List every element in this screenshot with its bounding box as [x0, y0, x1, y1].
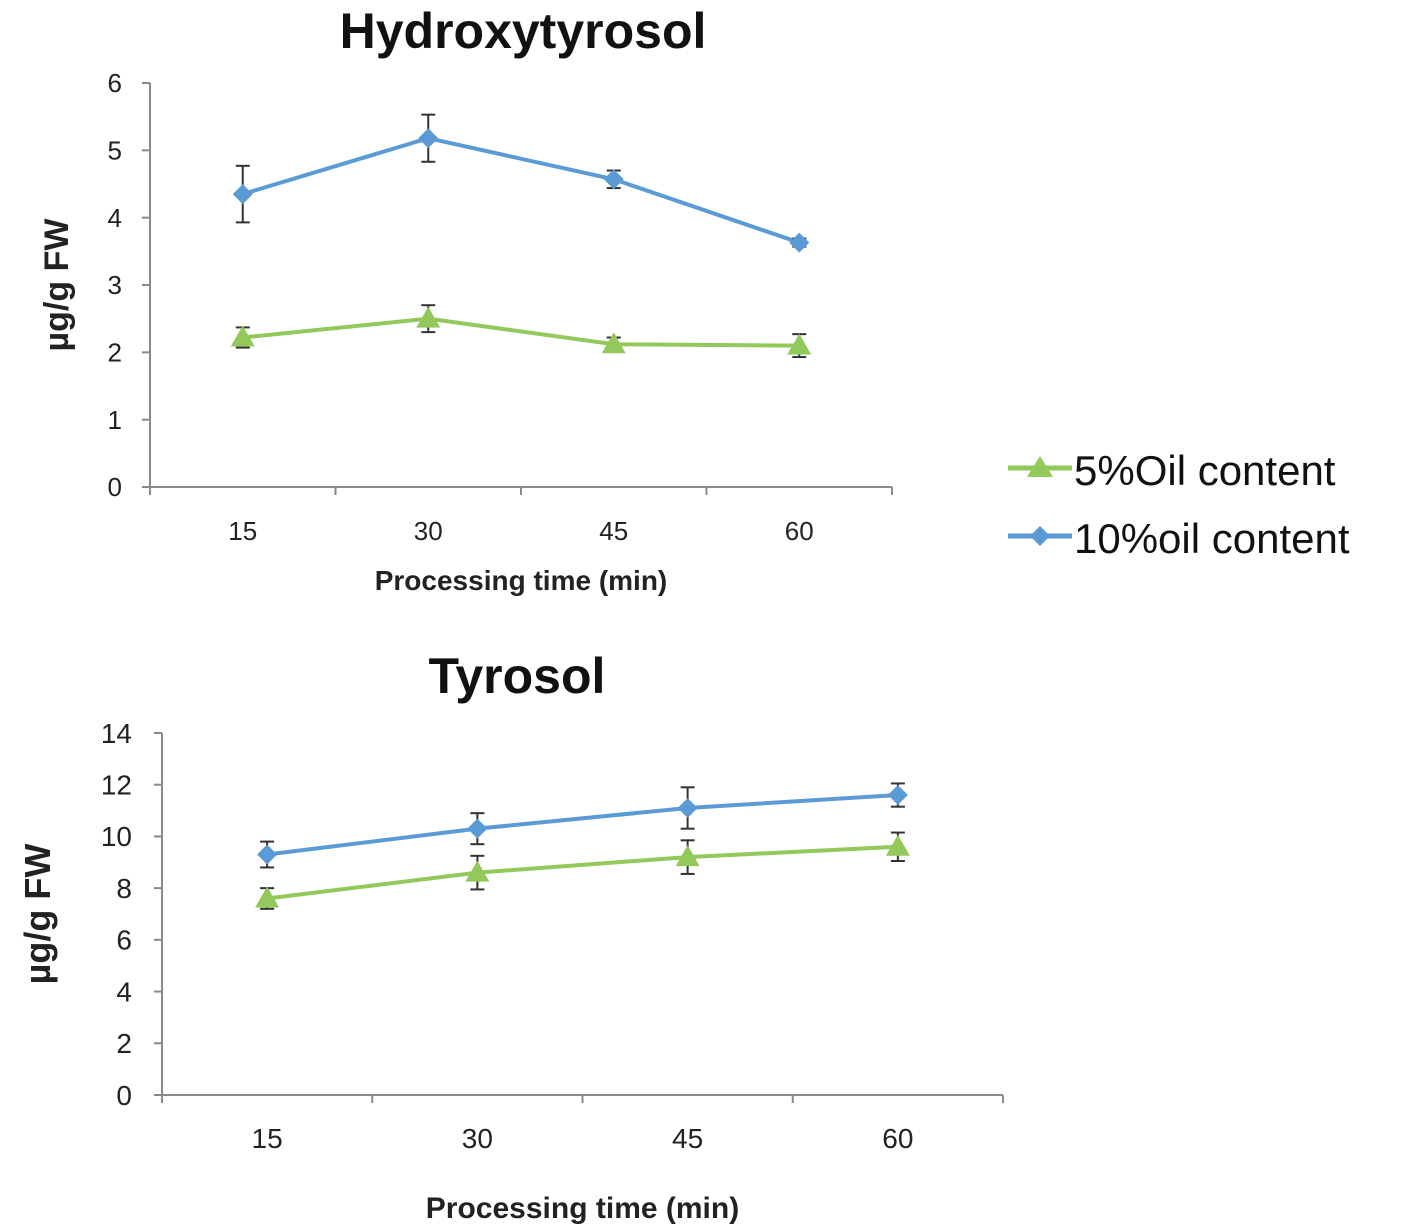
x-tick-label: 30 [462, 1123, 493, 1154]
series-line [242, 316, 800, 348]
legend: 5%Oil content 10%oil content [1008, 447, 1350, 562]
chart-tyrosol: Tyrosol 0 2 4 6 8 10 12 14 15 30 45 60 Processing tim… [17, 648, 1004, 1225]
y-tick-label: 4 [108, 203, 122, 233]
y-tick-label: 1 [108, 405, 122, 435]
y-tick-label: 3 [108, 270, 122, 300]
triangle-marker-icon [1027, 456, 1053, 477]
legend-label: 5%Oil content [1074, 447, 1336, 494]
x-tick-label: 60 [785, 516, 814, 546]
y-tick-label: 2 [116, 1028, 132, 1059]
data-point-triangle [787, 333, 812, 355]
y-tick-label: 0 [116, 1080, 132, 1111]
y-tick-label: 6 [108, 68, 122, 98]
chart-title: Hydroxytyrosol [340, 3, 707, 59]
series-line [266, 844, 898, 901]
x-tick-label: 45 [672, 1123, 703, 1154]
data-point-triangle [675, 845, 700, 867]
data-point-diamond [603, 169, 624, 190]
x-tick-label: 60 [882, 1123, 913, 1154]
series-line [242, 136, 800, 245]
data-point-diamond [467, 818, 488, 839]
y-tick-label: 5 [108, 135, 122, 165]
data-point-triangle [601, 332, 626, 354]
series-line [266, 793, 898, 857]
data-point-diamond [887, 785, 908, 806]
y-tick-label: 0 [108, 472, 122, 502]
data-point-triangle [416, 306, 441, 328]
y-tick-label: 10 [101, 821, 132, 852]
y-axis-label: µg/g FW [17, 844, 58, 985]
data-point-diamond [677, 797, 698, 818]
x-tick-label: 30 [414, 516, 443, 546]
y-axis-label: µg/g FW [38, 218, 76, 352]
legend-item-10-oil: 10%oil content [1008, 515, 1350, 562]
x-axis-label: Processing time (min) [375, 565, 668, 596]
data-point-triangle [885, 834, 910, 856]
y-tick-label: 6 [116, 925, 132, 956]
x-tick-label: 15 [252, 1123, 283, 1154]
y-tick-label: 8 [116, 873, 132, 904]
data-point-diamond [789, 232, 810, 253]
data-point-diamond [232, 184, 253, 205]
x-tick-label: 45 [599, 516, 628, 546]
data-point-triangle [465, 860, 490, 882]
diamond-marker-icon [1030, 526, 1050, 546]
y-tick-label: 2 [108, 337, 122, 367]
data-point-diamond [418, 128, 439, 149]
x-axis-label: Processing time (min) [426, 1192, 739, 1225]
data-point-triangle [230, 325, 255, 347]
y-tick-label: 4 [116, 976, 132, 1007]
y-tick-label: 12 [101, 770, 132, 801]
legend-item-5-oil: 5%Oil content [1008, 447, 1336, 494]
data-point-diamond [257, 844, 278, 865]
data-point-triangle [255, 886, 280, 908]
legend-label: 10%oil content [1074, 515, 1350, 562]
x-tick-label: 15 [228, 516, 257, 546]
y-tick-label: 14 [101, 718, 132, 749]
chart-title: Tyrosol [429, 648, 606, 704]
